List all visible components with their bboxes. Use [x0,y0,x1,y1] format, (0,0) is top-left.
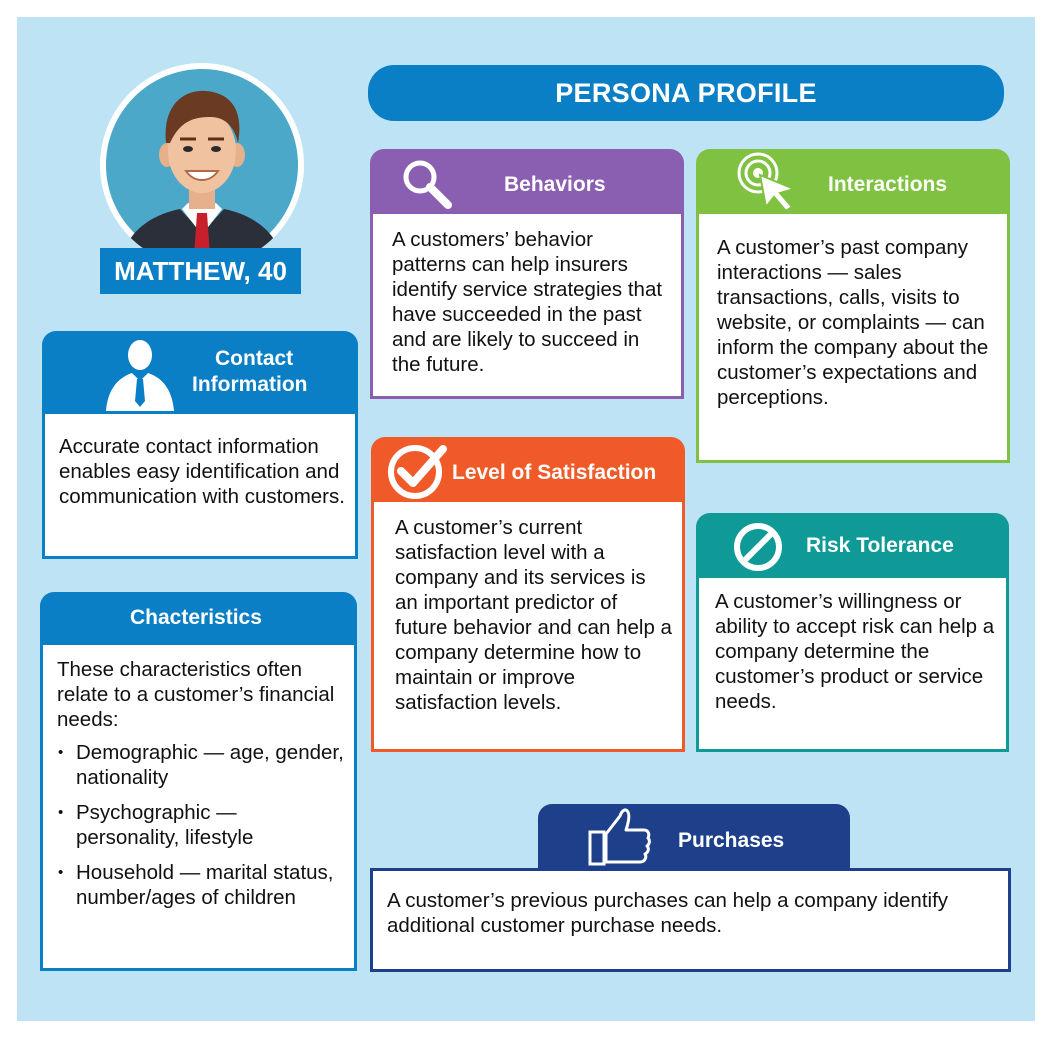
list-item: Demographic — age, gender, nationality [58,740,344,790]
purchases-heading: Purchases [678,829,785,852]
contact-heading-line2: Information [192,373,308,396]
purchases-card-header: Purchases [538,804,850,870]
checkmark-icon [385,441,449,507]
risk-heading: Risk Tolerance [806,534,954,557]
satisfaction-heading: Level of Satisfaction [452,461,657,484]
interactions-text: A customer’s past company interactions —… [717,236,989,409]
persona-name: MATTHEW, 40 [100,248,301,294]
page-title: PERSONA PROFILE [368,65,1004,121]
satisfaction-text: A customer’s current satisfaction level … [395,516,672,714]
list-item: Psychographic — personality, lifestyle [58,800,344,850]
behaviors-text: A customers’ behavior patterns can help … [392,228,663,376]
satisfaction-card-header: Level of Satisfaction [371,437,685,503]
thumbs-up-icon [586,806,652,874]
characteristics-intro: These characteristics often relate to a … [57,658,335,731]
prohibited-icon [732,521,784,579]
contact-card-header: Contact Information [42,331,358,415]
contact-heading-line1: Contact [215,347,294,370]
risk-card-body: A customer’s willingness or ability to a… [696,578,1009,752]
businessman-icon [104,335,176,417]
characteristics-card-body: These characteristics often relate to a … [40,645,357,971]
contact-card-body: Accurate contact information enables eas… [42,414,358,559]
risk-card-header: Risk Tolerance [696,513,1009,579]
satisfaction-card-body: A customer’s current satisfaction level … [371,502,685,752]
cursor-click-icon [734,151,800,219]
risk-text: A customer’s willingness or ability to a… [715,590,995,713]
persona-avatar [100,63,304,267]
interactions-heading: Interactions [828,173,948,196]
magnifier-icon [400,157,454,215]
contact-text: Accurate contact information enables eas… [59,435,345,508]
characteristics-list: Demographic — age, gender, nationality P… [57,740,344,910]
characteristics-card-header: Chacteristics [40,592,357,646]
behaviors-heading: Behaviors [504,173,606,196]
purchases-text: A customer’s previous purchases can help… [387,889,949,937]
characteristics-heading: Chacteristics [130,606,262,629]
behaviors-card-body: A customers’ behavior patterns can help … [370,214,684,399]
behaviors-card-header: Behaviors [370,149,684,215]
list-item: Household — marital status, number/ages … [58,860,344,910]
interactions-card-header: Interactions [696,149,1010,215]
purchases-card-body: A customer’s previous purchases can help… [370,868,1011,972]
interactions-card-body: A customer’s past company interactions —… [696,214,1010,463]
